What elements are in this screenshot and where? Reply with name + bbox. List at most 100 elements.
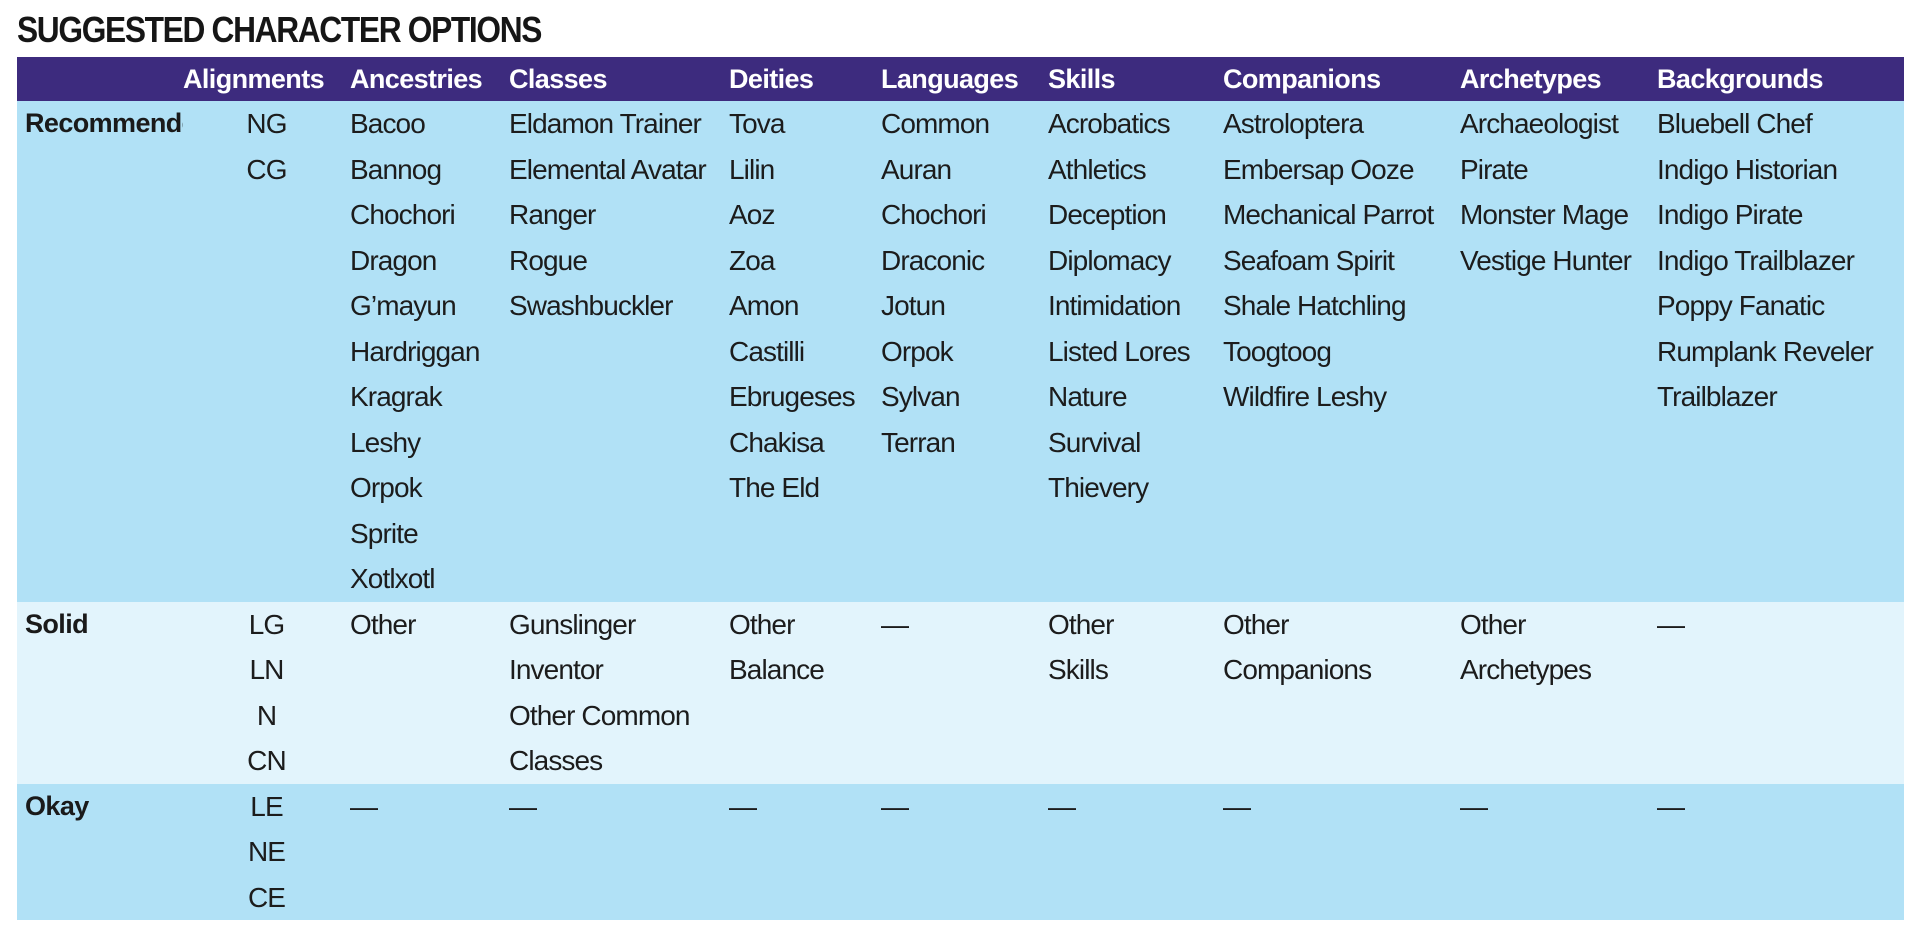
list-item: Sylvan: [881, 381, 961, 412]
list-item: Rogue: [509, 244, 588, 276]
list-item: Orpok: [350, 472, 423, 503]
list-item: CG: [246, 153, 287, 185]
list-item: Aoz: [729, 199, 775, 230]
cell-classes: Eldamon Trainer Elemental Avatar Ranger Rog…: [509, 101, 729, 602]
skills-list: —: [1048, 784, 1223, 830]
cell-skills: Other Skills: [1048, 602, 1223, 784]
list-item: Inventor: [509, 654, 604, 685]
list-item: Deception: [1048, 199, 1167, 230]
list-item: Nature: [1048, 381, 1128, 412]
list-item: Classes: [509, 745, 603, 776]
list-item: Companions: [1223, 654, 1372, 685]
alignments-list: LG LN N CN: [183, 602, 350, 784]
list-item: —: [509, 790, 537, 822]
row-label: Solid: [25, 608, 89, 639]
cell-deities: Other Balance: [729, 602, 881, 784]
cell-backgrounds: —: [1657, 602, 1904, 784]
table-body: Recommended NG CG Bacoo Bannog Chochori Dragon…: [17, 101, 1904, 920]
archetypes-list: Archaeologist Pirate Monster Mage Vestige H…: [1460, 101, 1657, 283]
list-item: Seafoam Spirit: [1223, 244, 1395, 276]
cell-companions: Astroloptera Embersap Ooze Mechanical Parr…: [1223, 101, 1460, 602]
table-row: Recommended NG CG Bacoo Bannog Chochori Dragon…: [17, 101, 1904, 602]
list-item: Bluebell Chef: [1657, 108, 1813, 139]
header-backgrounds: Backgrounds: [1657, 64, 1824, 94]
list-item: Other: [350, 608, 416, 640]
list-item: Monster Mage: [1460, 199, 1629, 230]
cell-deities: —: [729, 784, 881, 921]
list-item: Trailblazer: [1657, 381, 1778, 412]
list-item: Indigo Pirate: [1657, 199, 1803, 230]
list-item: Listed Lores: [1048, 335, 1191, 367]
cell-archetypes: —: [1460, 784, 1657, 921]
list-item: NE: [247, 836, 286, 867]
list-item: LE: [250, 790, 283, 822]
list-item: Other Common: [509, 699, 690, 731]
cell-alignments: LG LN N CN: [183, 602, 350, 784]
languages-list: Common Auran Chochori Draconic Jotun Orpok Syl…: [881, 101, 1048, 465]
list-item: Archaeologist: [1460, 108, 1619, 139]
list-item: Dragon: [350, 244, 437, 276]
list-item: G’mayun: [350, 290, 457, 321]
list-item: Lilin: [729, 153, 775, 185]
list-item: Balance: [729, 654, 825, 685]
list-item: Astroloptera: [1223, 108, 1364, 139]
deities-list: —: [729, 784, 881, 830]
classes-list: Eldamon Trainer Elemental Avatar Ranger Rog…: [509, 101, 729, 329]
row-label: Recommended: [25, 108, 183, 138]
list-item: —: [881, 608, 909, 640]
list-item: Swashbuckler: [509, 290, 673, 321]
list-item: Leshy: [350, 426, 421, 458]
list-item: Indigo Trailblazer: [1657, 244, 1855, 276]
backgrounds-list: —: [1657, 784, 1904, 830]
languages-list: —: [881, 602, 1048, 648]
row-label: Okay: [25, 790, 89, 821]
list-item: Zoa: [729, 244, 775, 276]
header-rowlabel: [17, 57, 183, 101]
list-item: Toogtoog: [1223, 335, 1332, 367]
cell-backgrounds: Bluebell Chef Indigo Historian Indigo Pira…: [1657, 101, 1904, 602]
header-ancestries: Ancestries: [350, 64, 483, 94]
list-item: Ranger: [509, 199, 596, 230]
cell-languages: Common Auran Chochori Draconic Jotun Orpok Syl…: [881, 101, 1048, 602]
list-item: Vestige Hunter: [1460, 244, 1632, 276]
cell-archetypes: Other Archetypes: [1460, 602, 1657, 784]
skills-list: Other Skills: [1048, 602, 1223, 693]
list-item: Terran: [881, 426, 956, 458]
table-row: Okay LE NE CE — — — — — — — —: [17, 783, 1904, 921]
cell-classes: Gunslinger Inventor Other Common Classes: [509, 602, 729, 784]
list-item: Mechanical Parrot: [1223, 199, 1434, 230]
list-item: Xotlxotl: [350, 563, 436, 594]
deities-list: Other Balance: [729, 602, 881, 693]
ancestries-list: Bacoo Bannog Chochori Dragon G’mayun Hardrigg…: [350, 101, 509, 602]
companions-list: Other Companions: [1223, 602, 1460, 693]
list-item: Hardriggan: [350, 335, 480, 367]
list-item: Ebrugeses: [729, 381, 856, 412]
alignments-list: LE NE CE: [183, 784, 350, 921]
list-item: Orpok: [881, 335, 954, 367]
archetypes-list: —: [1460, 784, 1657, 830]
cell-backgrounds: —: [1657, 784, 1904, 921]
header-companions: Companions: [1223, 64, 1381, 94]
classes-list: —: [509, 784, 729, 830]
list-item: —: [1657, 790, 1685, 822]
list-item: Pirate: [1460, 153, 1529, 185]
header-deities: Deities: [729, 64, 814, 94]
list-item: Intimidation: [1048, 290, 1181, 321]
list-item: Embersap Ooze: [1223, 153, 1415, 185]
list-item: Poppy Fanatic: [1657, 290, 1825, 321]
deities-list: Tova Lilin Aoz Zoa Amon Castilli Ebrugeses Chak…: [729, 101, 881, 511]
header-row: Alignments Ancestries Classes Deities La…: [17, 57, 1904, 101]
list-item: Kragrak: [350, 381, 443, 412]
header-alignments: Alignments: [183, 64, 325, 94]
header-archetypes: Archetypes: [1460, 64, 1602, 94]
cell-languages: —: [881, 784, 1048, 921]
list-item: Diplomacy: [1048, 244, 1172, 276]
cell-archetypes: Archaeologist Pirate Monster Mage Vestige H…: [1460, 101, 1657, 602]
cell-ancestries: —: [350, 784, 509, 921]
table-row: Solid LG LN N CN Other Gunslinger Inventor Other…: [17, 601, 1904, 784]
list-item: —: [881, 790, 909, 822]
cell-companions: —: [1223, 784, 1460, 921]
list-item: Thievery: [1048, 472, 1149, 503]
classes-list: Gunslinger Inventor Other Common Classes: [509, 602, 729, 784]
cell-alignments: LE NE CE: [183, 784, 350, 921]
